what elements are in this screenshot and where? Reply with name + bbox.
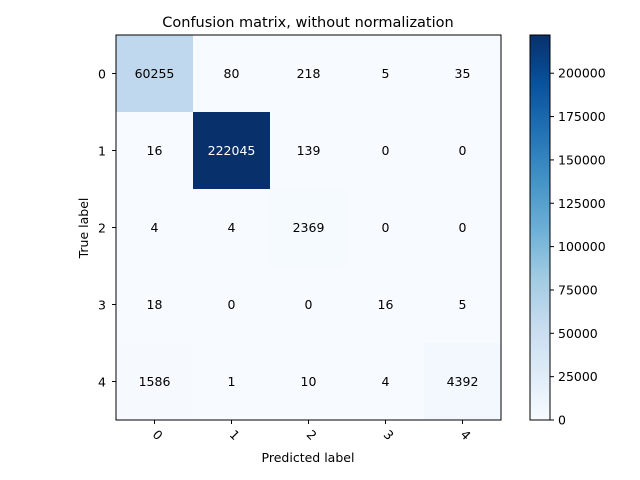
- y-tick-label-4: 4: [98, 375, 106, 390]
- y-axis-label: True label: [76, 198, 91, 260]
- cell-value-r1-c1: 222045: [208, 143, 256, 158]
- x-tick-label-4: 4: [458, 427, 474, 443]
- heatmap-cell-r2-c1: [193, 189, 270, 266]
- heatmap-cell-r3-c3: [347, 266, 424, 343]
- cell-value-labels: 60255 80 218 5 35 16 222045 139 0 0 4 4 2369 0 0 18 0 0 16…: [135, 66, 479, 389]
- heatmap-cell-r0-c1: [193, 35, 270, 112]
- colorbar-tick-label-5: 125000: [558, 196, 606, 211]
- colorbar-tick-label-2: 50000: [558, 326, 598, 341]
- cell-value-r2-c3: 0: [382, 220, 390, 235]
- x-tick-label-3: 3: [381, 427, 397, 443]
- colorbar-ticks: 0 25000 50000 75000 100000 125000 150000 175000…: [550, 66, 606, 428]
- y-tick-label-3: 3: [98, 298, 106, 313]
- x-tick-label-0: 0: [150, 427, 166, 443]
- cell-value-r1-c3: 0: [382, 143, 390, 158]
- cell-value-r4-c3: 4: [382, 374, 390, 389]
- cell-value-r4-c4: 4392: [447, 374, 479, 389]
- cell-value-r4-c0: 1586: [139, 374, 171, 389]
- cell-value-r0-c4: 35: [455, 66, 471, 81]
- cell-value-r2-c0: 4: [151, 220, 159, 235]
- colorbar-tick-label-6: 150000: [558, 152, 606, 167]
- heatmap-cell-r0-c2: [270, 35, 347, 112]
- heatmap-cell-r0-c0: [116, 35, 193, 112]
- colorbar-tick-label-7: 175000: [558, 109, 606, 124]
- heatmap-cell-r4-c3: [347, 343, 424, 420]
- cell-value-r1-c0: 16: [147, 143, 163, 158]
- cell-value-r3-c4: 5: [459, 297, 467, 312]
- colorbar-tick-label-4: 100000: [558, 239, 606, 254]
- heatmap-cell-r3-c2: [270, 266, 347, 343]
- heatmap-cell-r2-c0: [116, 189, 193, 266]
- heatmap-cell-r1-c0: [116, 112, 193, 189]
- cell-value-r2-c4: 0: [459, 220, 467, 235]
- heatmap-cell-r1-c3: [347, 112, 424, 189]
- colorbar: [529, 34, 551, 421]
- cell-value-r1-c2: 139: [297, 143, 321, 158]
- heatmap-cell-r0-c3: [347, 35, 424, 112]
- colorbar-tick-label-3: 75000: [558, 282, 598, 297]
- x-axis-ticks: 0 1 2 3 4: [150, 420, 474, 443]
- x-axis-label: Predicted label: [262, 450, 355, 465]
- cell-value-r3-c1: 0: [228, 297, 236, 312]
- heatmap-cell-r1-c1: [193, 112, 270, 189]
- cell-value-r2-c2: 2369: [293, 220, 325, 235]
- cell-value-r0-c2: 218: [297, 66, 321, 81]
- heatmap-cell-r1-c4: [424, 112, 501, 189]
- x-tick-label-1: 1: [227, 427, 243, 443]
- colorbar-tick-label-0: 0: [558, 413, 566, 428]
- cell-value-r3-c3: 16: [378, 297, 394, 312]
- heatmap-cell-r4-c0: [116, 343, 193, 420]
- chart-title: Confusion matrix, without normalization: [162, 15, 453, 31]
- colorbar-tick-label-1: 25000: [558, 369, 598, 384]
- cell-value-r0-c0: 60255: [135, 66, 175, 81]
- heatmap-cell-r4-c1: [193, 343, 270, 420]
- cell-value-r4-c1: 1: [228, 374, 236, 389]
- heatmap-cell-r0-c4: [424, 35, 501, 112]
- heatmap-cell-r2-c3: [347, 189, 424, 266]
- y-tick-label-1: 1: [98, 144, 106, 159]
- cell-value-r4-c2: 10: [301, 374, 317, 389]
- cell-value-r1-c4: 0: [459, 143, 467, 158]
- cell-value-r2-c1: 4: [228, 220, 236, 235]
- heatmap-cell-r3-c1: [193, 266, 270, 343]
- y-tick-label-0: 0: [98, 67, 106, 82]
- heatmap-cell-r1-c2: [270, 112, 347, 189]
- y-tick-label-2: 2: [98, 221, 106, 236]
- heatmap-cells: [116, 35, 501, 420]
- x-tick-label-2: 2: [304, 427, 320, 443]
- heatmap-cell-r4-c4: [424, 343, 501, 420]
- cell-value-r3-c2: 0: [305, 297, 313, 312]
- cell-value-r3-c0: 18: [147, 297, 163, 312]
- heatmap-cell-r4-c2: [270, 343, 347, 420]
- heatmap-cell-r2-c4: [424, 189, 501, 266]
- cell-value-r0-c3: 5: [382, 66, 390, 81]
- cell-value-r0-c1: 80: [224, 66, 240, 81]
- y-axis-ticks: 0 1 2 3 4: [98, 67, 116, 390]
- colorbar-tick-label-8: 200000: [558, 66, 606, 81]
- heatmap-cell-r3-c4: [424, 266, 501, 343]
- heatmap-cell-r3-c0: [116, 266, 193, 343]
- heatmap-cell-r2-c2: [270, 189, 347, 266]
